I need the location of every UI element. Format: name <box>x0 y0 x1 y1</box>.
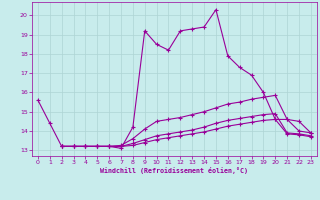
X-axis label: Windchill (Refroidissement éolien,°C): Windchill (Refroidissement éolien,°C) <box>100 167 248 174</box>
